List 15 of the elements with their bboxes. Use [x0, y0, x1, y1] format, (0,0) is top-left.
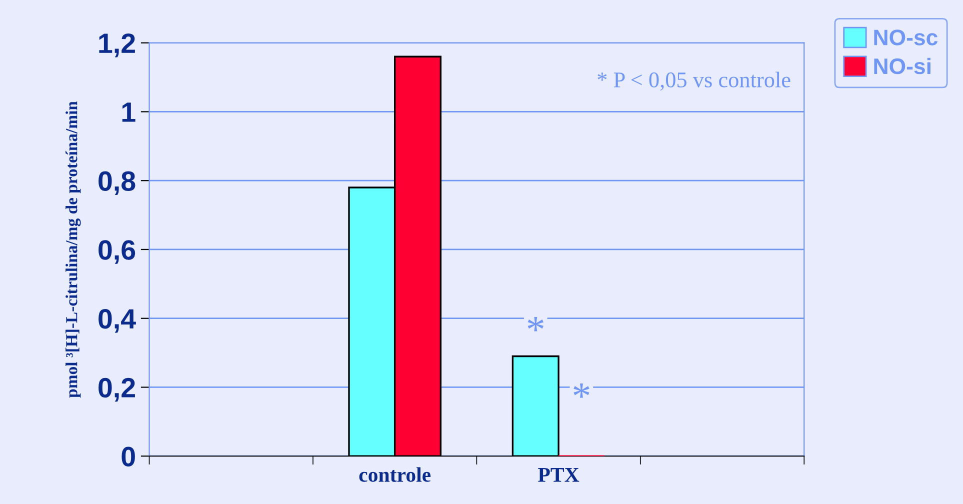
legend-label: NO-sc	[874, 30, 938, 46]
y-tick-label: 0,8	[98, 171, 136, 195]
y-tick-label: 0	[122, 446, 135, 466]
y-tick-label: 1,2	[99, 34, 135, 58]
y-axis-title: pmol ³[H]-L-citrulina/mg de proteína/min	[66, 101, 81, 398]
annotation: *	[528, 316, 544, 332]
legend-label: NO-si	[874, 58, 930, 74]
annotation: * P < 0,05 vs controle	[598, 72, 790, 91]
y-tick-label: 0,6	[98, 240, 136, 264]
x-tick-label: PTX	[538, 468, 580, 482]
y-tick-label: 0,4	[98, 309, 136, 333]
y-tick-label: 1	[122, 102, 136, 122]
x-tick-label: controle	[359, 467, 431, 482]
annotation: *	[574, 383, 590, 398]
y-tick-label: 0,2	[98, 378, 135, 402]
